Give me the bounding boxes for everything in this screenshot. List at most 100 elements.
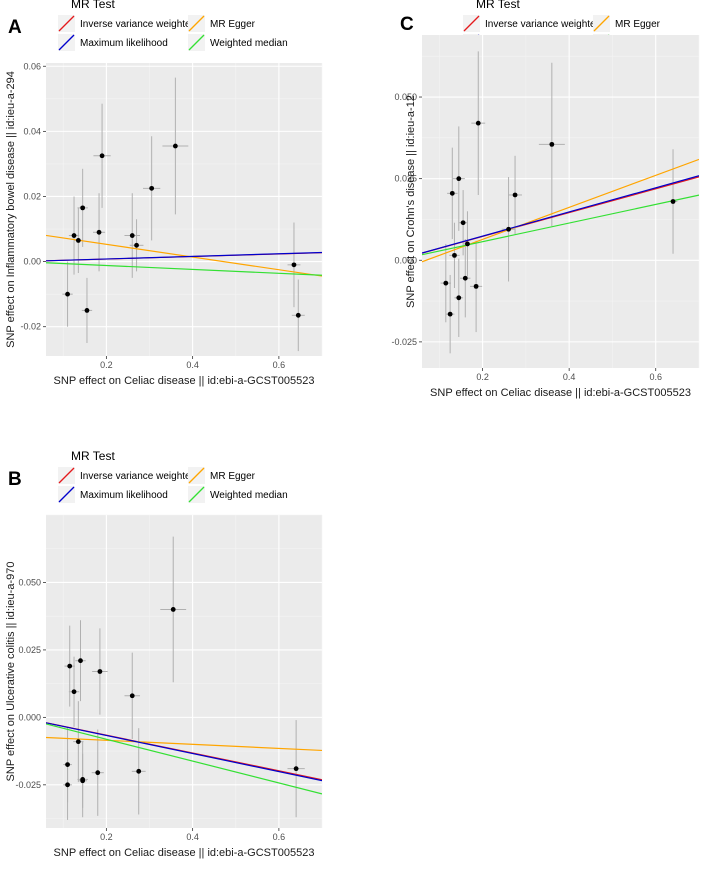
y-tick-label: -0.02 [20, 322, 41, 332]
data-point [65, 782, 70, 788]
data-point [95, 770, 101, 776]
x-tick-label: 0.2 [100, 832, 113, 842]
plot-area [46, 536, 322, 820]
data-point [460, 220, 466, 226]
data-point [473, 283, 479, 289]
data-point [512, 192, 518, 198]
data-point [506, 226, 511, 232]
plot-background [46, 63, 322, 356]
data-point [97, 669, 103, 674]
legend-title: MR Test [71, 0, 115, 11]
regression-line [46, 234, 322, 277]
x-tick-label: 0.4 [563, 372, 576, 382]
data-point [462, 275, 468, 281]
legend-key-line [58, 34, 75, 51]
legend-item-label: Maximum likelihood [80, 490, 168, 501]
legend-item-label: MR Egger [210, 471, 256, 482]
x-tick-label: 0.6 [649, 372, 662, 382]
legend-item-label: Inverse variance weighted [485, 19, 601, 30]
data-point [449, 190, 455, 196]
legend-key-line [188, 486, 205, 503]
data-point [291, 262, 297, 268]
x-tick-label: 0.6 [273, 832, 286, 842]
data-point [65, 291, 70, 297]
legend-key-line [58, 486, 75, 503]
y-tick-label: 0.025 [18, 645, 41, 655]
plot-background [422, 35, 699, 368]
legend-key-line [593, 15, 610, 32]
legend-item-label: Inverse variance weighted [80, 471, 196, 482]
data-point [80, 205, 86, 211]
legend-key-line [188, 15, 205, 32]
x-tick-label: 0.2 [100, 360, 113, 370]
legend: MR Test Inverse variance weighted MR Egger… [58, 449, 288, 503]
regression-line [46, 723, 322, 795]
data-point [293, 766, 299, 772]
data-point [84, 308, 90, 313]
data-point [170, 607, 176, 612]
legend-title: MR Test [71, 449, 115, 463]
data-point [129, 693, 135, 699]
data-point [549, 141, 555, 147]
data-point [78, 658, 83, 664]
y-tick-label: 0.04 [23, 126, 41, 136]
y-tick-label: 0.025 [394, 174, 417, 184]
legend-title: MR Test [476, 0, 520, 11]
plot-area [46, 77, 322, 352]
x-axis-title: SNP effect on Celiac disease || id:ebi-a… [54, 847, 315, 859]
legend-item-label: Maximum likelihood [80, 38, 168, 49]
x-tick-label: 0.4 [186, 832, 199, 842]
panel-B: B MR Test Inverse variance weighted MR Egge… [5, 449, 323, 859]
legend-key-line [188, 467, 205, 484]
legend-item-label: MR Egger [210, 19, 256, 30]
data-point [443, 280, 449, 286]
y-tick-label: -0.025 [391, 337, 417, 347]
y-tick-label: 0.050 [394, 92, 417, 102]
data-point [67, 663, 73, 669]
y-axis-title: SNP effect on Crohn's disease || id:ieu-… [405, 95, 417, 308]
data-point [670, 199, 676, 204]
data-point [96, 229, 102, 235]
panel-letter: B [8, 469, 22, 490]
data-point [447, 311, 453, 317]
legend-key-line [463, 15, 480, 32]
x-tick-label: 0.4 [186, 360, 199, 370]
data-point [80, 778, 86, 784]
plot-area [422, 51, 699, 354]
data-point [134, 242, 139, 248]
x-axis-title: SNP effect on Celiac disease || id:ebi-a… [430, 387, 691, 399]
y-tick-label: 0.00 [23, 257, 41, 267]
y-tick-label: 0.050 [18, 577, 41, 587]
data-point [71, 233, 77, 238]
y-tick-label: 0.000 [18, 712, 41, 722]
y-tick-label: 0.06 [23, 61, 41, 71]
legend-key-line [58, 467, 75, 484]
y-axis-title: SNP effect on Ulcerative colitis || id:i… [5, 562, 17, 782]
legend-key-line [188, 34, 205, 51]
y-axis-title: SNP effect on Inflammatory bowel disease… [5, 71, 17, 348]
regression-line [46, 262, 322, 276]
y-tick-label: 0.000 [394, 255, 417, 265]
data-point [99, 153, 105, 159]
y-tick-label: 0.02 [23, 191, 41, 201]
data-point [75, 238, 81, 243]
panel-A: A MR Test Inverse variance weighted MR Egge… [5, 0, 323, 387]
panel-letter: A [8, 17, 22, 38]
plot-background [46, 515, 322, 828]
panel-C: C MR Test Inverse variance weighted MR Egge… [391, 0, 700, 399]
data-point [452, 252, 457, 258]
data-point [129, 233, 135, 238]
data-point [456, 176, 462, 182]
data-point [149, 185, 155, 191]
x-axis-title: SNP effect on Celiac disease || id:ebi-a… [54, 375, 315, 387]
regression-line [46, 722, 322, 782]
legend-item-label: Weighted median [210, 490, 288, 501]
data-point [456, 295, 462, 301]
legend-item-label: Inverse variance weighted [80, 19, 196, 30]
data-point [475, 120, 481, 126]
legend: MR Test Inverse variance weighted MR Egger… [58, 0, 288, 51]
legend-item-label: MR Egger [615, 19, 661, 30]
legend-key-line [58, 15, 75, 32]
data-point [172, 143, 178, 149]
